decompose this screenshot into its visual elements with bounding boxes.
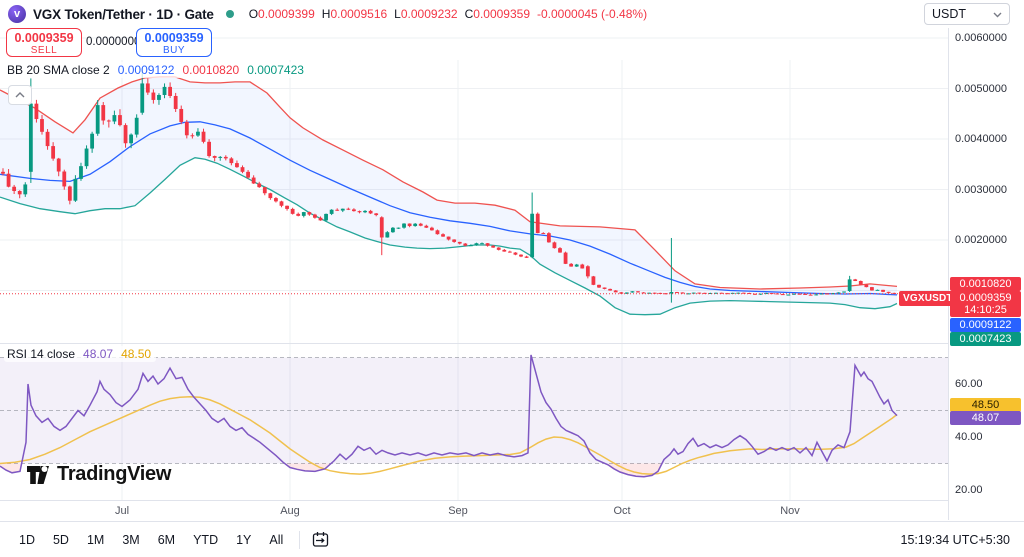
- currency-selector[interactable]: USDT: [924, 3, 1010, 25]
- vgx-logo-icon: v: [8, 5, 26, 23]
- open-value: 0.0009399: [258, 7, 315, 21]
- range-button-3m[interactable]: 3M: [122, 532, 140, 547]
- chart-header: v VGX Token/Tether · 1D · Gate O 0.000939…: [0, 0, 1024, 28]
- range-button-6m[interactable]: 6M: [157, 532, 176, 547]
- buy-price: 0.0009359: [144, 31, 204, 45]
- toolbar-divider: [299, 530, 301, 549]
- clock-time: 15:19:34: [900, 532, 953, 547]
- month-label-aug[interactable]: Aug: [280, 505, 300, 517]
- currency-selected: USDT: [932, 7, 967, 21]
- rsi-legend[interactable]: RSI 14 close 48.07 48.50: [4, 346, 157, 362]
- low-value: 0.0009232: [400, 7, 458, 21]
- symbol-price-tag: VGXUSDT: [899, 291, 957, 306]
- month-label-nov[interactable]: Nov: [780, 505, 800, 517]
- spread-value: 0.0000000: [86, 36, 141, 48]
- last-price-label: 0.0009359 14:10:25: [950, 291, 1021, 317]
- price-axis[interactable]: [948, 28, 1024, 520]
- go-to-date-button[interactable]: [307, 527, 333, 553]
- buy-button[interactable]: 0.0009359 BUY: [136, 28, 212, 57]
- range-button-1m[interactable]: 1M: [86, 532, 105, 547]
- upper-band-price-label: 0.0010820: [950, 277, 1021, 291]
- buy-label: BUY: [162, 45, 186, 56]
- bb-legend[interactable]: BB 20 SMA close 2 0.0009122 0.0010820 0.…: [4, 62, 309, 78]
- bb-middle-value: 0.0009122: [117, 63, 175, 77]
- time-axis[interactable]: Jul Aug Sep Oct Nov: [0, 501, 948, 520]
- close-label: C: [464, 7, 474, 21]
- time-axis-separator: [0, 500, 1024, 501]
- calendar-icon: [312, 532, 328, 547]
- candles: [1, 68, 897, 303]
- sell-label: SELL: [30, 45, 58, 56]
- range-buttons: 1D 5D 1M 3M 6M YTD 1Y All: [10, 530, 292, 550]
- pane-separator[interactable]: [0, 343, 1024, 344]
- price-tick-0.0050000: 0.0050000: [955, 82, 1007, 95]
- pane-collapse-button[interactable]: [8, 85, 32, 105]
- rsi-tick-60.00: 60.00: [955, 378, 983, 390]
- range-button-all[interactable]: All: [269, 532, 284, 547]
- month-label-sep[interactable]: Sep: [448, 505, 468, 517]
- lower-band-price-label: 0.0007423: [950, 332, 1021, 346]
- last-price-time: 14:10:25: [964, 304, 1007, 316]
- market-status-icon: [225, 10, 234, 18]
- price-tick-0.0020000: 0.0020000: [955, 234, 1007, 246]
- rsi-tick-40.00: 40.00: [955, 431, 983, 443]
- high-value: 0.0009516: [330, 7, 388, 21]
- range-button-1d[interactable]: 1D: [19, 532, 35, 547]
- sell-price: 0.0009359: [14, 31, 74, 45]
- chevron-down-icon: [993, 10, 1002, 19]
- last-price-value: 0.0009359: [959, 292, 1012, 304]
- low-label: L: [394, 7, 401, 21]
- tradingview-logo-icon: [27, 465, 49, 484]
- range-button-ytd[interactable]: YTD: [193, 532, 219, 547]
- middle-band-price-label: 0.0009122: [950, 318, 1021, 332]
- rsi-ma-value: 48.50: [121, 347, 152, 361]
- bb-upper-value: 0.0010820: [182, 63, 240, 77]
- rsi-value: 48.07: [83, 347, 114, 361]
- price-tick-0.0030000: 0.0030000: [955, 183, 1007, 196]
- bb-lower-value: 0.0007423: [247, 63, 304, 77]
- rsi-tick-20.00: 20.00: [955, 484, 983, 496]
- session-clock[interactable]: 15:19:34 UTC+5:30: [901, 533, 1014, 547]
- sell-button[interactable]: 0.0009359 SELL: [6, 28, 82, 57]
- bottom-toolbar: 1D 5D 1M 3M 6M YTD 1Y All 15:19:34 UTC+5:30: [0, 521, 1024, 557]
- rsi-ma-axis-label: 48.50: [950, 398, 1021, 412]
- rsi-axis-label: 48.07: [950, 411, 1021, 425]
- month-label-oct[interactable]: Oct: [613, 505, 631, 517]
- ohlc-readout: O 0.0009399 H 0.0009516 L 0.0009232 C 0.0009…: [242, 7, 647, 21]
- range-button-1y[interactable]: 1Y: [236, 532, 252, 547]
- month-label-jul[interactable]: Jul: [114, 505, 130, 517]
- change-value: -0.0000045 (-0.48%): [537, 7, 648, 21]
- price-tick-0.0060000: 0.0060000: [955, 32, 1007, 44]
- clock-timezone: UTC+5:30: [952, 532, 1010, 547]
- bb-legend-label: BB 20 SMA close 2: [7, 63, 110, 77]
- price-axis-labels: 0.0010820 0.0009359 14:10:25 0.0009122 0…: [948, 0, 1024, 557]
- high-label: H: [321, 7, 331, 21]
- open-label: O: [248, 7, 259, 21]
- range-button-5d[interactable]: 5D: [52, 532, 69, 547]
- rsi-legend-label: RSI 14 close: [7, 347, 76, 361]
- symbol-title: VGX Token/Tether · 1D · Gate: [33, 6, 214, 22]
- close-value: 0.0009359: [473, 7, 530, 21]
- tradingview-watermark[interactable]: TradingView: [26, 463, 171, 486]
- price-tick-0.0040000: 0.0040000: [955, 133, 1007, 145]
- tradingview-wordmark: TradingView: [57, 463, 172, 485]
- chevron-up-icon: [15, 92, 25, 98]
